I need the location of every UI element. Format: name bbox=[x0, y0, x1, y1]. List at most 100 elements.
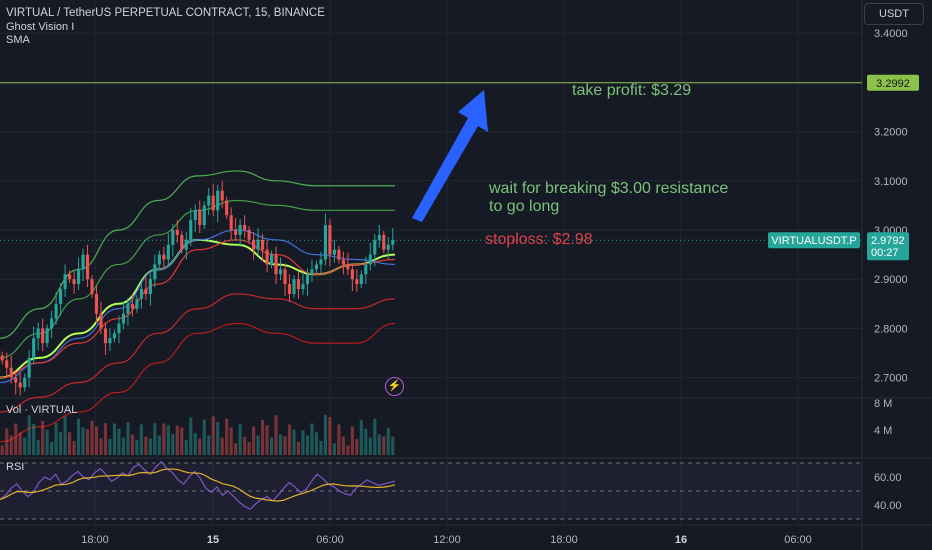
candle-body bbox=[18, 382, 22, 388]
volume-tick-label: 4 M bbox=[874, 425, 892, 437]
volume-bar bbox=[220, 437, 224, 455]
candle-body bbox=[171, 230, 175, 245]
trend-arrow bbox=[412, 90, 488, 222]
overlay-sma-red bbox=[0, 239, 396, 379]
price-tick-label: 3.1000 bbox=[874, 176, 908, 188]
volume-bar bbox=[5, 428, 9, 455]
candle-body bbox=[50, 318, 54, 329]
current-price-tag bbox=[867, 232, 909, 261]
indicator-ghost-vision[interactable]: Ghost Vision I bbox=[6, 21, 75, 33]
candle-body bbox=[341, 259, 345, 265]
volume-bar bbox=[121, 437, 126, 455]
candle-body bbox=[346, 264, 350, 270]
time-tick-label: 12:00 bbox=[433, 534, 461, 546]
stoploss-annotation: stoploss: $2.98 bbox=[485, 231, 593, 248]
rsi-ma-line bbox=[0, 468, 396, 502]
volume-bar bbox=[359, 420, 363, 455]
volume-bar bbox=[189, 417, 193, 455]
volume-bar bbox=[350, 426, 354, 455]
candle-body bbox=[5, 360, 9, 368]
take-profit-annotation: take profit: $3.29 bbox=[572, 82, 692, 99]
volume-bar bbox=[341, 436, 345, 455]
candle-body bbox=[265, 249, 269, 265]
candle-body bbox=[0, 355, 4, 361]
volume-pane-label[interactable]: Vol · VIRTUAL bbox=[6, 404, 78, 416]
candle-body bbox=[368, 254, 372, 265]
time-tick-label: 15 bbox=[207, 534, 219, 546]
candle-body bbox=[382, 234, 386, 250]
symbol-tag-label: VIRTUALUSDT.P bbox=[771, 235, 856, 247]
candle-body bbox=[310, 269, 314, 275]
volume-bar bbox=[108, 438, 112, 455]
volume-bar bbox=[252, 426, 256, 455]
volume-bar bbox=[283, 436, 287, 455]
candle-body bbox=[32, 338, 36, 358]
candle-body bbox=[296, 279, 301, 290]
volume-bar bbox=[377, 434, 381, 455]
volume-bar bbox=[207, 435, 211, 455]
candle-body bbox=[238, 225, 242, 235]
volume-bar bbox=[63, 416, 67, 455]
rsi-pane-label[interactable]: RSI bbox=[6, 461, 25, 473]
volume-bar bbox=[386, 427, 390, 455]
volume-bar bbox=[364, 428, 368, 455]
candle-body bbox=[162, 254, 166, 260]
volume-bar bbox=[175, 425, 179, 455]
candle-body bbox=[292, 279, 296, 294]
candle-body bbox=[386, 244, 390, 250]
candle-body bbox=[350, 269, 354, 280]
volume-bar bbox=[346, 445, 350, 455]
candle-body bbox=[269, 254, 274, 265]
breakout-annotation-line-2: to go long bbox=[489, 198, 560, 215]
volume-bar bbox=[76, 418, 81, 455]
volume-bar bbox=[50, 442, 54, 455]
volume-bar bbox=[202, 419, 206, 455]
breakout-annotation-line-1: wait for breaking $3.00 resistance bbox=[489, 180, 729, 197]
indicator-sma[interactable]: SMA bbox=[6, 34, 30, 46]
candle-body bbox=[373, 239, 377, 255]
candle-body bbox=[220, 190, 224, 201]
price-tick-label: 3.4000 bbox=[874, 28, 908, 40]
candle-body bbox=[278, 269, 283, 275]
candle-body bbox=[243, 225, 247, 230]
volume-bar bbox=[130, 434, 134, 455]
volume-bar bbox=[144, 436, 148, 455]
candle-body bbox=[45, 328, 49, 344]
volume-bar bbox=[72, 441, 76, 455]
volume-bar bbox=[305, 435, 310, 455]
time-tick-label: 06:00 bbox=[316, 534, 344, 546]
volume-bar bbox=[301, 430, 305, 455]
volume-bar bbox=[391, 436, 395, 455]
take-profit-price-tag bbox=[867, 74, 919, 91]
volume-bar bbox=[14, 423, 18, 455]
volume-bar bbox=[23, 437, 27, 455]
volume-bar bbox=[296, 442, 301, 455]
volume-bar bbox=[153, 423, 157, 455]
volume-tick-label: 8 M bbox=[874, 398, 892, 410]
take-profit-price-label: 3.2992 bbox=[876, 78, 910, 90]
volume-bar bbox=[247, 442, 251, 455]
volume-bar bbox=[54, 423, 58, 455]
candle-body bbox=[211, 195, 215, 211]
candle-body bbox=[81, 254, 85, 270]
candle-body bbox=[14, 377, 18, 383]
volume-bar bbox=[261, 420, 265, 455]
rsi-tick-label: 40.00 bbox=[874, 500, 902, 512]
volume-bar bbox=[310, 423, 314, 455]
candle-body bbox=[189, 220, 193, 240]
price-tick-label: 2.7000 bbox=[874, 373, 908, 385]
candle-body bbox=[229, 215, 233, 230]
volume-bar bbox=[103, 423, 108, 455]
candle-body bbox=[332, 249, 336, 255]
volume-bar bbox=[68, 432, 72, 455]
volume-bar bbox=[126, 422, 130, 455]
currency-button[interactable]: USDT bbox=[864, 3, 924, 25]
candle-body bbox=[103, 328, 108, 344]
volume-bar bbox=[211, 416, 215, 455]
lightning-icon[interactable]: ⚡ bbox=[385, 377, 404, 396]
volume-bar bbox=[355, 438, 359, 455]
candle-body bbox=[364, 264, 368, 275]
price-tick-label: 3.2000 bbox=[874, 127, 908, 139]
volume-bar bbox=[225, 418, 229, 455]
